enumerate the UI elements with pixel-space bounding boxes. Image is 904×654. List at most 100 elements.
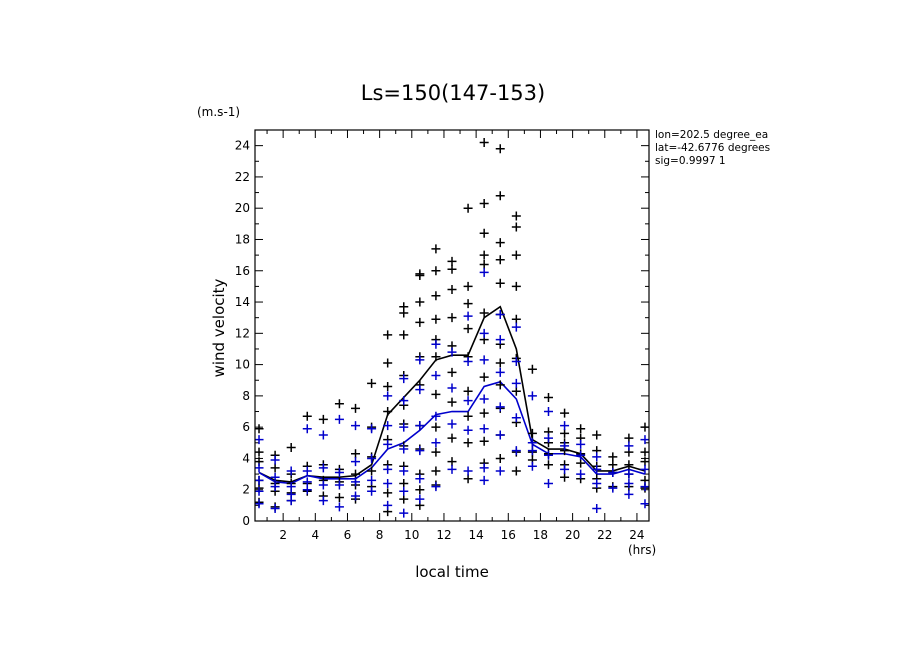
scatter-point — [592, 452, 602, 462]
scatter-point — [431, 244, 441, 254]
scatter-point — [367, 424, 377, 434]
scatter-point — [383, 358, 393, 368]
y-tick-label: 6 — [242, 420, 250, 434]
scatter-point — [270, 503, 280, 513]
x-tick-label: 2 — [279, 528, 287, 542]
scatter-point — [254, 499, 264, 509]
scatter-point — [383, 381, 393, 391]
scatter-point — [479, 138, 489, 148]
scatter-point — [351, 477, 361, 487]
scatter-point — [495, 453, 505, 463]
scatter-point — [286, 482, 296, 492]
scatter-point — [415, 485, 425, 495]
y-tick-label: 10 — [235, 358, 250, 372]
scatter-point — [399, 478, 409, 488]
scatter-point — [447, 383, 457, 393]
x-tick-label: 10 — [404, 528, 419, 542]
scatter-point — [431, 466, 441, 476]
plot-frame — [254, 129, 650, 522]
scatter-point — [463, 466, 473, 476]
x-tick-label: 18 — [533, 528, 548, 542]
scatter-point — [527, 391, 537, 401]
scatter-point — [576, 469, 586, 479]
scatter-point — [479, 260, 489, 270]
scatter-point — [592, 464, 602, 474]
annotation-lon: lon=202.5 degree_ea — [655, 129, 768, 141]
y-tick-label: 24 — [235, 139, 250, 153]
y-tick-label: 16 — [235, 264, 250, 278]
scatter-point — [576, 424, 586, 434]
scatter-point — [447, 457, 457, 467]
scatter-point — [399, 444, 409, 454]
scatter-point — [463, 203, 473, 213]
scatter-point — [367, 486, 377, 496]
scatter-point — [495, 430, 505, 440]
scatter-point — [640, 435, 650, 445]
scatter-point — [624, 441, 634, 451]
scatter-point — [495, 358, 505, 368]
scatter-point — [351, 403, 361, 413]
scatter-point — [415, 270, 425, 280]
scatter-point — [399, 486, 409, 496]
scatter-point — [479, 372, 489, 382]
scatter-point — [576, 450, 586, 460]
scatter-point — [608, 483, 618, 493]
scatter-point — [511, 378, 521, 388]
y-tick-label: 4 — [242, 451, 250, 465]
scatter-point — [527, 446, 537, 456]
scatter-point — [576, 458, 586, 468]
scatter-point — [576, 439, 586, 449]
scatter-point — [270, 482, 280, 492]
scatter-point — [511, 413, 521, 423]
y-tick-label: 12 — [235, 326, 250, 340]
scatter-point — [640, 482, 650, 492]
scatter-point — [415, 494, 425, 504]
chart-title: Ls=150(147-153) — [361, 81, 545, 105]
scatter-point — [302, 485, 312, 495]
scatter-point — [447, 367, 457, 377]
scatter-point — [415, 385, 425, 395]
scatter-point — [334, 468, 344, 478]
scatter-point — [511, 250, 521, 260]
scatter-point — [383, 407, 393, 417]
y-tick-label: 8 — [242, 389, 250, 403]
scatter-point — [254, 486, 264, 496]
scatter-point — [479, 424, 489, 434]
scatter-point — [399, 308, 409, 318]
scatter-point — [270, 472, 280, 482]
scatter-point — [463, 411, 473, 421]
scatter-point — [431, 291, 441, 301]
scatter-point — [479, 228, 489, 238]
scatter-point — [302, 424, 312, 434]
scatter-point — [447, 433, 457, 443]
scatter-point — [479, 250, 489, 260]
scatter-point — [254, 447, 264, 457]
scatter-point — [383, 421, 393, 431]
scatter-point — [367, 453, 377, 463]
scatter-point — [592, 503, 602, 513]
scatter-point — [479, 328, 489, 338]
scatter-point — [511, 446, 521, 456]
x-tick-label: 24 — [629, 528, 644, 542]
scatter-point — [495, 380, 505, 390]
scatter-point — [495, 238, 505, 248]
scatter-point — [640, 457, 650, 467]
scatter-point — [511, 322, 521, 332]
scatter-point — [302, 411, 312, 421]
scatter-point — [463, 474, 473, 484]
scatter-point — [479, 308, 489, 318]
scatter-point — [383, 478, 393, 488]
scatter-point — [511, 466, 521, 476]
scatter-point — [543, 407, 553, 417]
scatter-point — [447, 313, 457, 323]
scatter-point — [254, 463, 264, 473]
scatter-point — [463, 311, 473, 321]
scatter-point — [495, 466, 505, 476]
scatter-point — [608, 452, 618, 462]
annotation-sig: sig=0.9997 1 — [655, 155, 726, 167]
scatter-point — [495, 278, 505, 288]
scatter-point — [640, 422, 650, 432]
scatter-point — [592, 430, 602, 440]
scatter-point — [383, 439, 393, 449]
scatter-point — [463, 396, 473, 406]
